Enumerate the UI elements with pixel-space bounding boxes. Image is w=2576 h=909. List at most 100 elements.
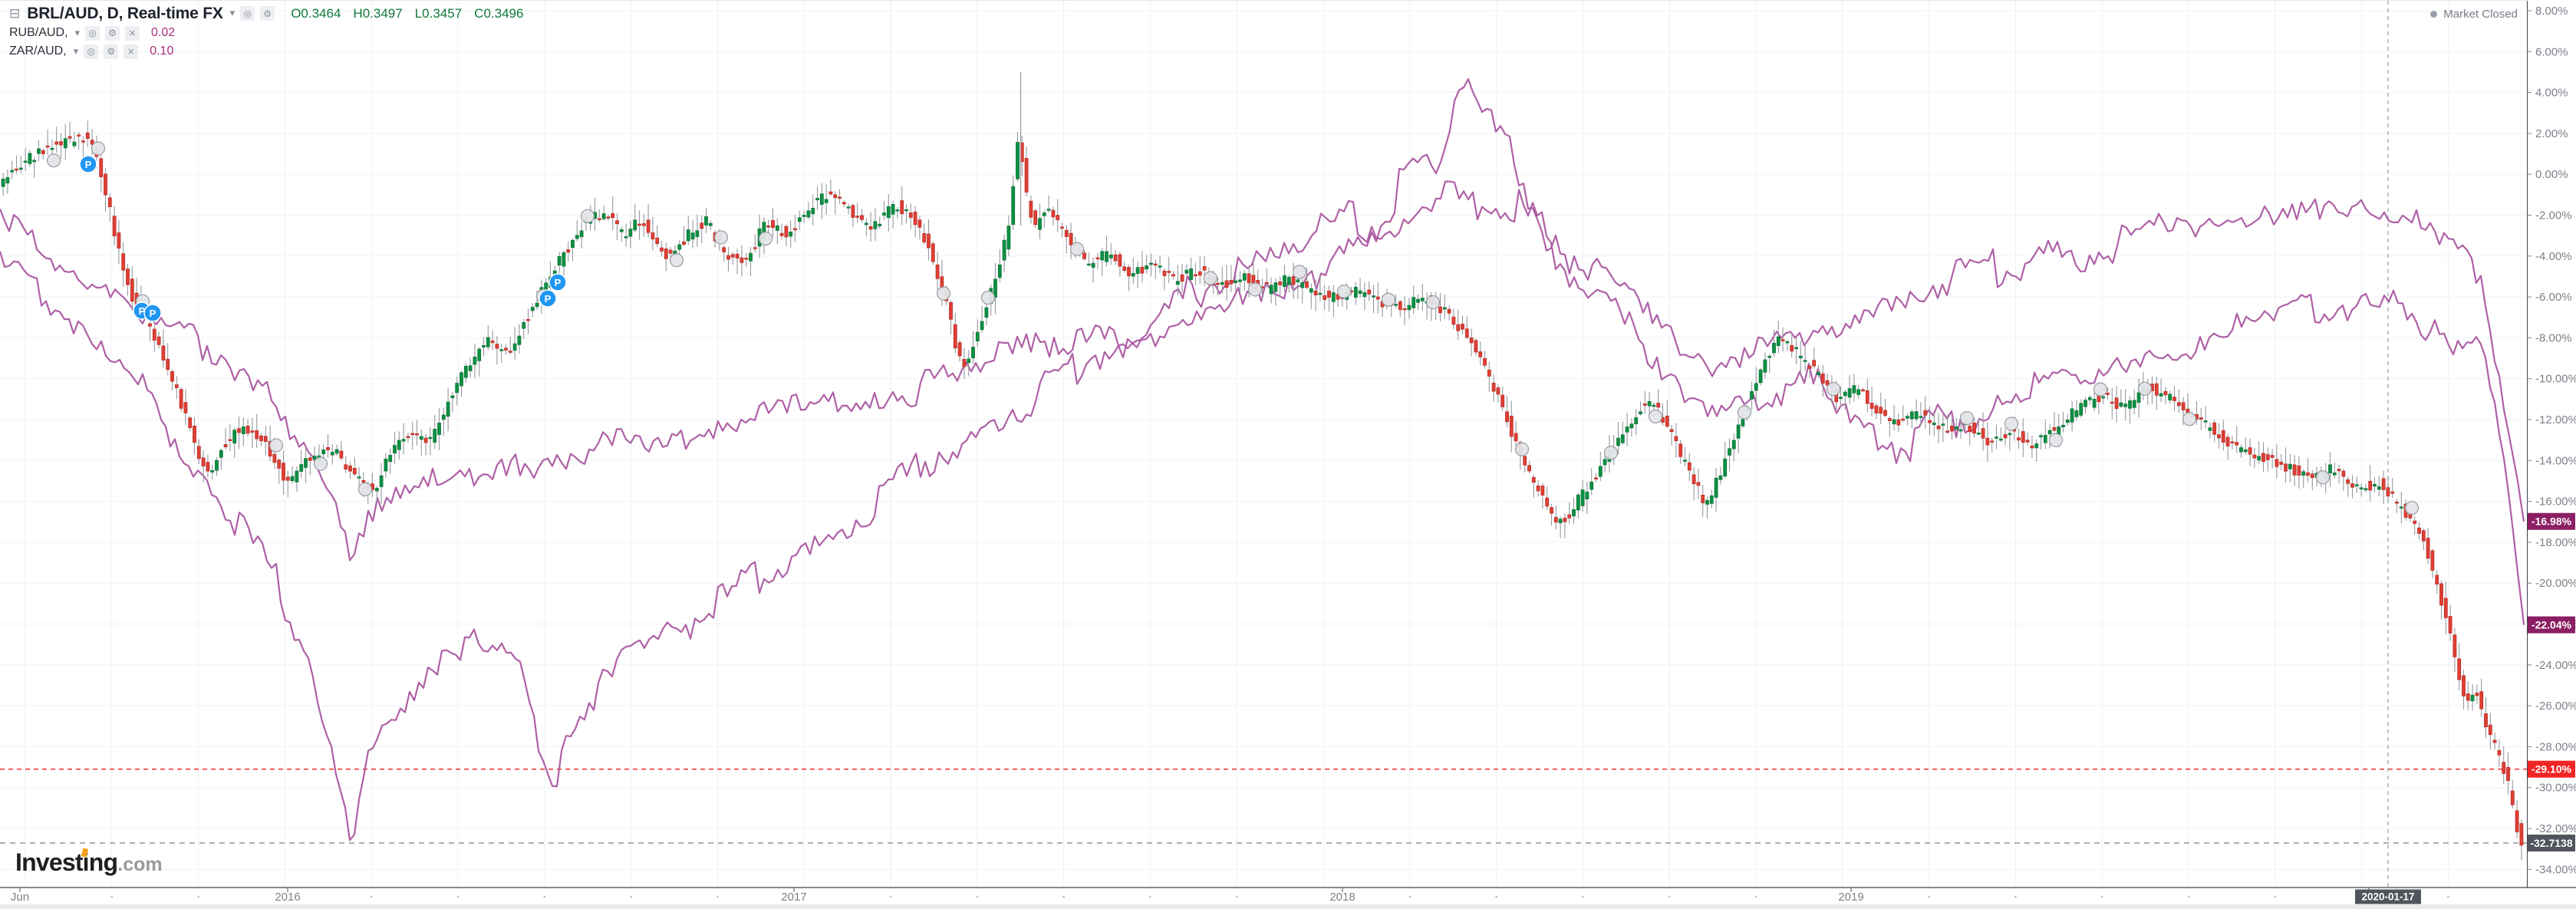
chevron-down-icon[interactable]: ▾ (229, 8, 236, 19)
event-circle-marker[interactable] (1425, 295, 1441, 310)
visibility-icon[interactable]: ◎ (240, 6, 255, 21)
idea-marker-label: P (555, 277, 562, 288)
event-circle-marker[interactable] (1826, 382, 1841, 397)
time-tick-label: 2019 (1838, 891, 1863, 904)
market-status-label: Market Closed (2443, 8, 2518, 21)
gridlines (0, 1, 2527, 888)
date-badge-label: 2020-01-17 (2361, 891, 2414, 903)
gear-icon[interactable]: ⚙ (260, 6, 275, 21)
level-lines[interactable] (0, 768, 2527, 844)
price-tick-label: -2.00% (2535, 209, 2572, 222)
price-badge (2528, 835, 2575, 852)
event-circle-marker[interactable] (2315, 470, 2331, 485)
idea-marker-icon[interactable] (548, 273, 567, 291)
event-circle-marker[interactable] (2004, 417, 2019, 431)
price-tick-label: 0.00% (2535, 168, 2568, 181)
event-circle-marker[interactable] (313, 456, 328, 471)
time-tick-label: 2016 (275, 891, 300, 904)
event-circle-marker[interactable] (2048, 433, 2064, 447)
event-markers[interactable]: PP PPP (46, 141, 2420, 515)
event-circle-marker[interactable] (2093, 382, 2108, 397)
event-circle-marker[interactable] (1737, 405, 1752, 420)
visibility-icon[interactable]: ◎ (84, 44, 99, 59)
event-circle-marker[interactable] (1336, 284, 1352, 299)
date-badge (2355, 889, 2421, 904)
event-circle-marker[interactable] (2182, 412, 2197, 427)
time-axis[interactable]: Jun201620172018201920202020-01-17 (0, 887, 2576, 904)
event-circle-marker[interactable] (580, 209, 595, 223)
idea-marker-icon[interactable] (143, 304, 162, 322)
event-circle-marker[interactable] (980, 290, 996, 305)
event-circle-marker[interactable] (1292, 265, 1307, 279)
event-circle-marker[interactable] (1381, 292, 1396, 307)
price-tick-label: -8.00% (2535, 331, 2572, 344)
visibility-icon[interactable]: ◎ (84, 25, 100, 41)
bottom-scroll-strip[interactable] (0, 904, 2576, 909)
price-tick-label: -16.00% (2535, 496, 2576, 509)
legend: ⊟ BRL/AUD, D, Real-time FX ▾ ◎ ⚙ O0.3464… (9, 3, 523, 61)
price-tick-label: -4.00% (2535, 250, 2572, 263)
compare-symbol-zar[interactable]: ZAR/AUD, (9, 44, 67, 58)
event-circle-marker[interactable] (1069, 242, 1085, 256)
event-circle-marker[interactable] (2404, 501, 2420, 515)
logo-tld: .com (117, 854, 163, 875)
zar-aud-line-series[interactable] (0, 180, 2525, 841)
ohlc-values: O0.3464 H0.3497 L0.3457 C0.3496 (291, 6, 523, 21)
investing-logo: Investing .com (15, 848, 163, 877)
event-circle-marker[interactable] (1959, 410, 1975, 426)
price-tick-label: -10.00% (2535, 373, 2576, 386)
price-tick-label: 2.00% (2535, 127, 2568, 140)
price-axis[interactable]: 8.00% 6.00% 4.00% 2.00% 0.00% -2.00% -4.00% -6.… (2527, 0, 2576, 909)
legend-row-zar: ZAR/AUD, ▾ ◎ ⚙ × 0.10 (9, 42, 523, 61)
idea-marker-label: P (545, 293, 552, 305)
compare-value-zar: 0.10 (150, 44, 174, 58)
event-circle-marker[interactable] (1603, 446, 1619, 460)
price-badge-label: -29.10% (2532, 763, 2572, 776)
event-circle-marker[interactable] (357, 482, 373, 496)
event-circle-marker[interactable] (936, 286, 951, 301)
market-status: Market Closed (2430, 8, 2518, 21)
price-badge-label: -22.04% (2532, 619, 2572, 631)
event-circle-marker[interactable] (713, 230, 729, 245)
event-circle-marker[interactable] (2137, 381, 2153, 396)
rub-aud-line-series[interactable] (0, 77, 2525, 562)
symbol-title[interactable]: BRL/AUD, D, Real-time FX (27, 4, 223, 22)
event-circle-marker[interactable] (758, 231, 773, 246)
high-value: H0.3497 (353, 5, 403, 21)
price-tick-label: -24.00% (2535, 659, 2576, 672)
event-circle-marker[interactable] (1514, 442, 1530, 456)
price-badge-label: -16.98% (2532, 515, 2572, 528)
idea-marker-icon[interactable] (539, 289, 557, 308)
price-badge (2528, 760, 2575, 778)
event-circle-marker[interactable] (1203, 271, 1218, 285)
idea-marker-icon[interactable] (79, 155, 97, 173)
chevron-down-icon[interactable]: ▾ (73, 45, 79, 58)
event-circle-marker[interactable] (46, 153, 61, 168)
low-value: L0.3457 (414, 5, 463, 21)
top-border (0, 0, 2576, 1)
collapse-icon[interactable]: ⊟ (9, 5, 21, 21)
time-tick-label: 2018 (1329, 891, 1355, 904)
time-tick-label: 2017 (781, 891, 806, 904)
price-tick-label: 8.00% (2535, 5, 2568, 18)
price-tick-label: -14.00% (2535, 454, 2576, 467)
compare-symbol-rub[interactable]: RUB/AUD, (9, 26, 68, 39)
event-circle-marker[interactable] (1648, 409, 1663, 424)
gear-icon[interactable]: ⚙ (104, 44, 119, 59)
close-icon[interactable]: × (124, 44, 139, 59)
event-circle-marker[interactable] (1247, 282, 1263, 297)
close-icon[interactable]: × (124, 25, 140, 41)
close-value: C0.3496 (474, 5, 524, 21)
event-circle-marker[interactable] (91, 141, 106, 156)
event-circle-marker[interactable] (268, 438, 284, 453)
gear-icon[interactable]: ⚙ (104, 25, 120, 41)
compare-value-rub: 0.02 (150, 26, 176, 39)
price-tick-label: -20.00% (2535, 577, 2576, 590)
chevron-down-icon[interactable]: ▾ (74, 27, 80, 39)
event-circle-marker[interactable] (669, 253, 684, 268)
price-tick-label: -26.00% (2535, 700, 2576, 713)
price-tick-label: -18.00% (2535, 536, 2576, 549)
price-tick-label: -34.00% (2535, 863, 2576, 876)
